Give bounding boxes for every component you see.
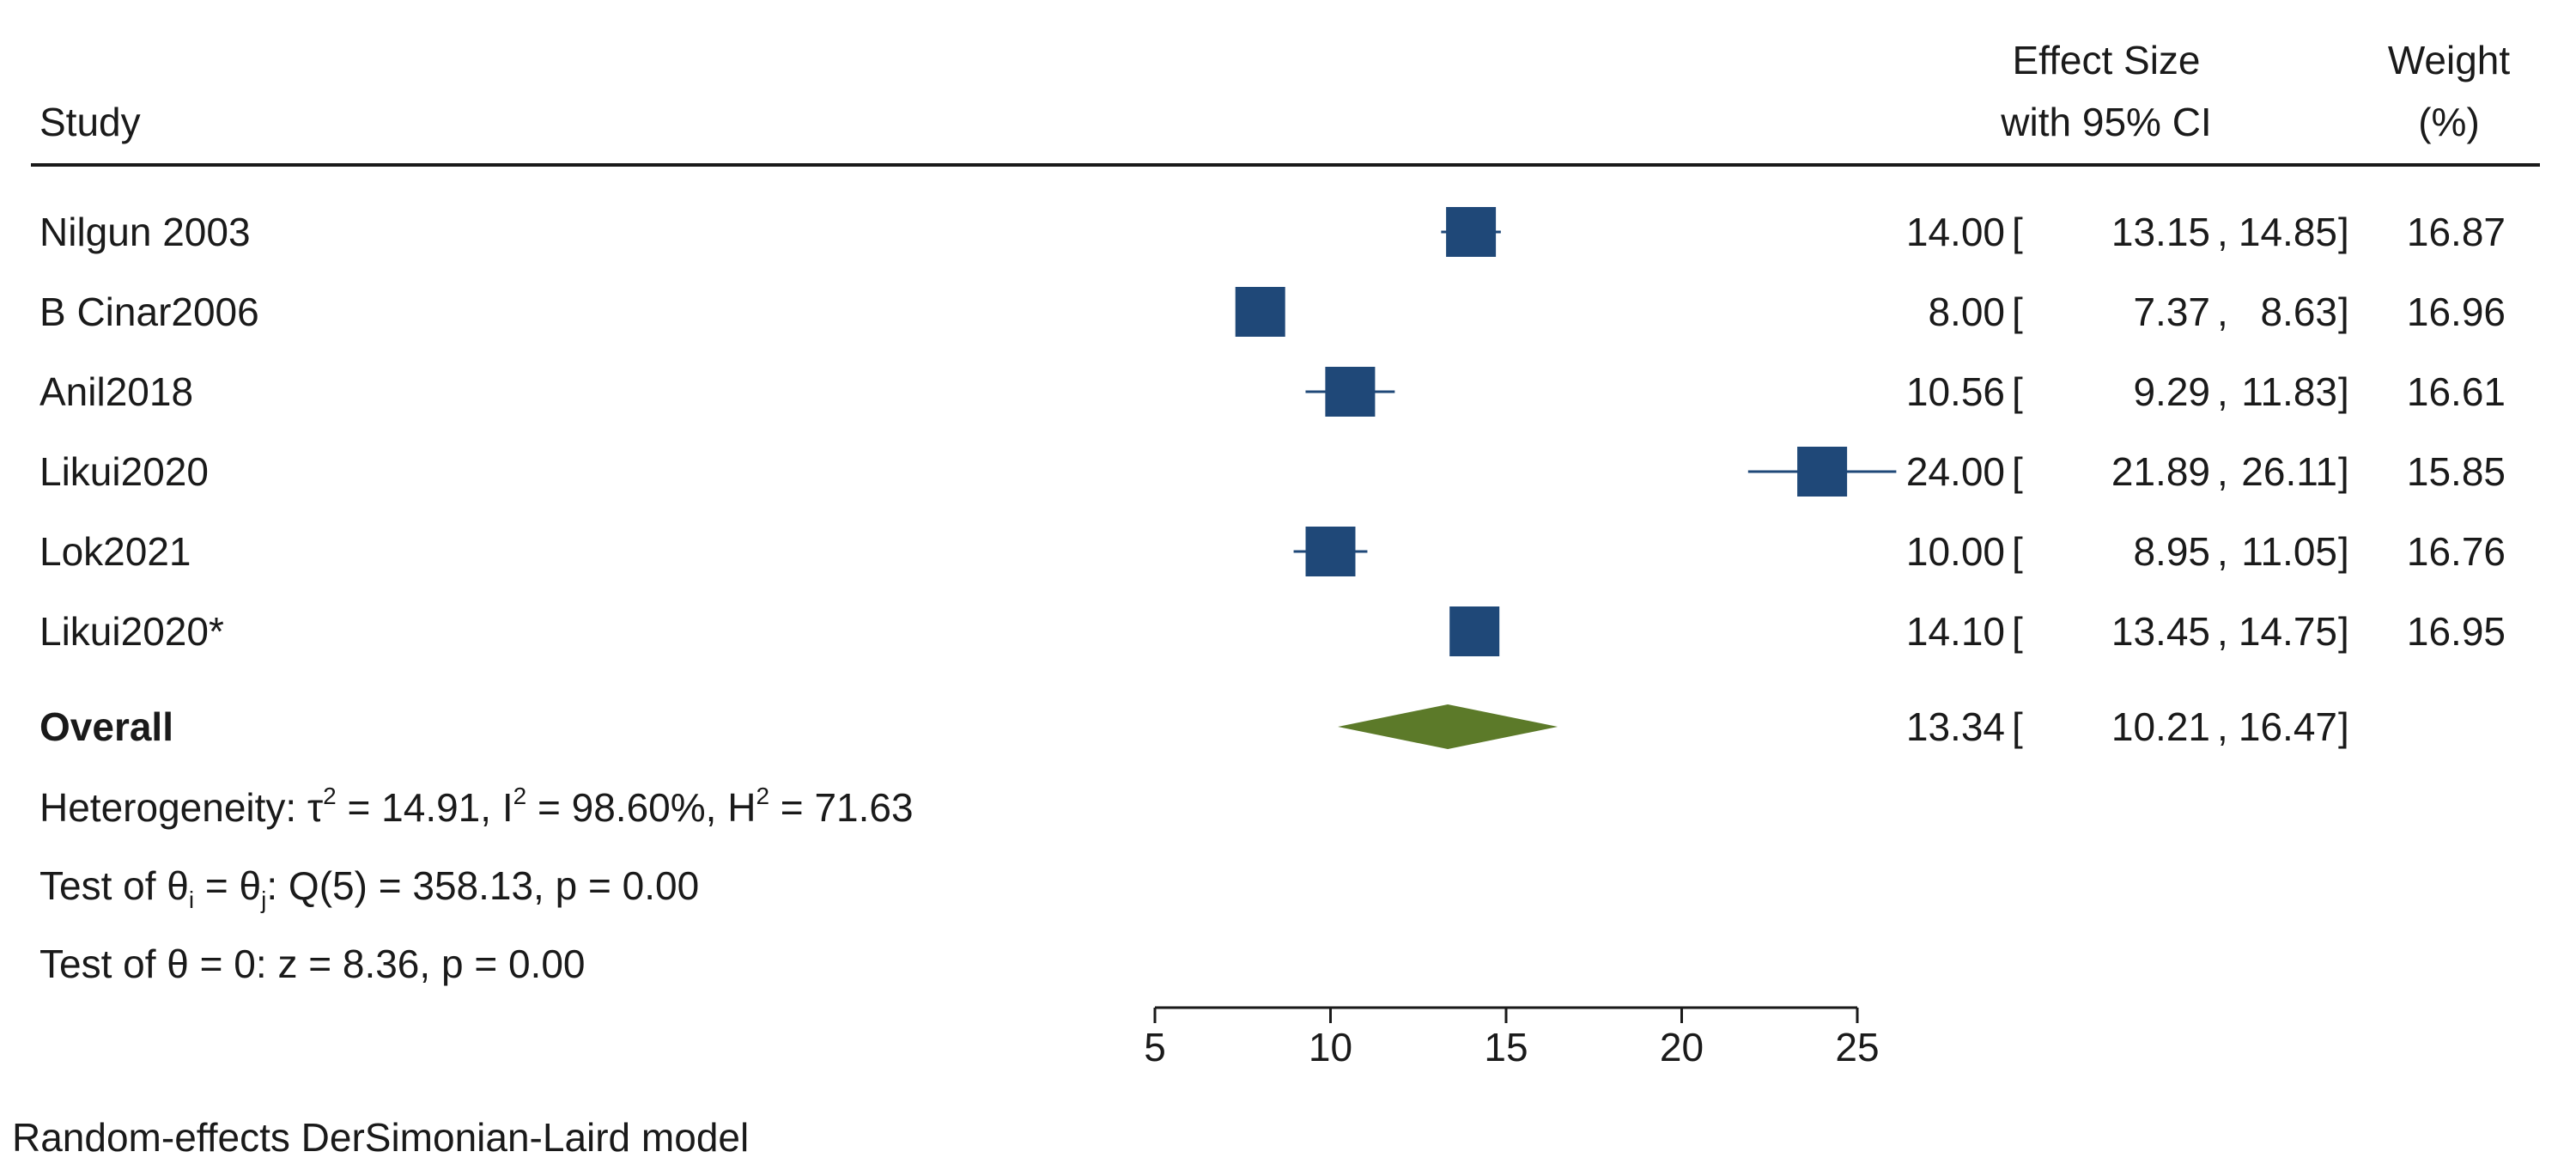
effect-size-header-line1: Effect Size [2012,38,2200,82]
ci-lower-value: 21.89 [2111,449,2210,494]
ci-lower-value: 13.45 [2111,609,2210,654]
model-note: Random-effects DerSimonian-Laird model [12,1115,749,1160]
ci-open-bracket: [ [2012,449,2023,494]
ci-open-bracket: [ [2012,609,2023,654]
ci-close-bracket: ] [2338,609,2349,654]
study-row: Likui2020* 14.10[13.45, 14.75] 16.95 [39,606,2506,656]
study-name: Lok2021 [39,529,191,574]
ci-upper-value: 26.11 [2241,449,2337,494]
effect-marker [1449,606,1500,656]
weight-header-line2: (%) [2418,100,2480,144]
overall-ci-close-bracket: ] [2338,704,2349,749]
x-axis-tick-label: 5 [1144,1025,1166,1069]
effect-value: 14.00 [1906,210,2005,254]
study-row: Anil2018 10.56[9.29, 11.83] 16.61 [39,367,2506,417]
ci-comma: , [2217,289,2228,334]
study-name: Likui2020 [39,449,209,494]
ci-lower-value: 13.15 [2111,210,2210,254]
weight-value: 16.76 [2407,529,2506,574]
x-axis-tick-label: 20 [1660,1025,1704,1069]
ci-lower-value: 8.95 [2133,529,2210,574]
overall-ci-open-bracket: [ [2012,704,2023,749]
study-row: Lok2021 10.00[8.95, 11.05] 16.76 [39,527,2506,576]
ci-upper-value: 14.85 [2239,210,2337,254]
x-axis-tick-label: 10 [1309,1025,1352,1069]
overall-ci-comma: , [2217,704,2228,749]
effect-marker [1325,367,1376,417]
ci-upper-value: 11.05 [2241,529,2337,574]
ci-close-bracket: ] [2338,529,2349,574]
overall-label: Overall [39,704,173,749]
weight-value: 16.87 [2407,210,2506,254]
x-axis-tick-label: 15 [1484,1025,1528,1069]
ci-lower-value: 7.37 [2133,289,2210,334]
ci-close-bracket: ] [2338,210,2349,254]
study-name: Nilgun 2003 [39,210,251,254]
ci-comma: , [2217,210,2228,254]
ci-comma: , [2217,609,2228,654]
effect-value: 24.00 [1906,449,2005,494]
x-axis-tick-label: 25 [1835,1025,1879,1069]
weight-header-line1: Weight [2388,38,2511,82]
effect-marker [1446,207,1497,257]
ci-comma: , [2217,449,2228,494]
overall-ci-lower-value: 10.21 [2111,704,2210,749]
effect-marker [1235,287,1285,337]
study-rows: Nilgun 2003 14.00[13.15, 14.85] 16.87B Cina… [39,207,2506,656]
effect-size-header-line2: with 95% CI [2000,100,2211,144]
ci-upper-value: 14.75 [2239,609,2337,654]
overall-row: 13.34[10.21, 16.47] [1338,704,2349,749]
study-row: B Cinar2006 8.00[7.37, 8.63] 16.96 [39,287,2506,337]
ci-open-bracket: [ [2012,210,2023,254]
overall-effect-value: 13.34 [1906,704,2005,749]
study-row: Likui2020 24.00[21.89, 26.11] 15.85 [39,447,2506,497]
weight-value: 16.95 [2407,609,2506,654]
test-equality-text: Test of θi = θj: Q(5) = 358.13, p = 0.00 [39,863,699,913]
weight-value: 16.61 [2407,369,2506,414]
study-name: Likui2020* [39,609,224,654]
ci-upper-value: 11.83 [2241,369,2337,414]
ci-close-bracket: ] [2338,289,2349,334]
overall-diamond [1338,704,1558,749]
study-row: Nilgun 2003 14.00[13.15, 14.85] 16.87 [39,207,2506,257]
test-zero-text: Test of θ = 0: z = 8.36, p = 0.00 [39,941,586,986]
effect-value: 10.00 [1906,529,2005,574]
ci-open-bracket: [ [2012,289,2023,334]
study-name: B Cinar2006 [39,289,259,334]
ci-open-bracket: [ [2012,369,2023,414]
ci-close-bracket: ] [2338,369,2349,414]
study-column-header: Study [39,100,141,144]
effect-value: 8.00 [1928,289,2005,334]
ci-open-bracket: [ [2012,529,2023,574]
ci-comma: , [2217,369,2228,414]
ci-lower-value: 9.29 [2133,369,2210,414]
effect-marker [1797,447,1848,497]
study-name: Anil2018 [39,369,193,414]
overall-ci-upper-value: 16.47 [2239,704,2337,749]
heterogeneity-text: Heterogeneity: τ2 = 14.91, I2 = 98.60%, … [39,783,914,830]
x-axis: 5 10 15 20 25 [1144,1006,1880,1069]
ci-close-bracket: ] [2338,449,2349,494]
ci-comma: , [2217,529,2228,574]
ci-upper-value: 8.63 [2260,289,2337,334]
weight-value: 15.85 [2407,449,2506,494]
weight-value: 16.96 [2407,289,2506,334]
effect-value: 10.56 [1906,369,2005,414]
effect-value: 14.10 [1906,609,2005,654]
effect-marker [1305,527,1356,576]
